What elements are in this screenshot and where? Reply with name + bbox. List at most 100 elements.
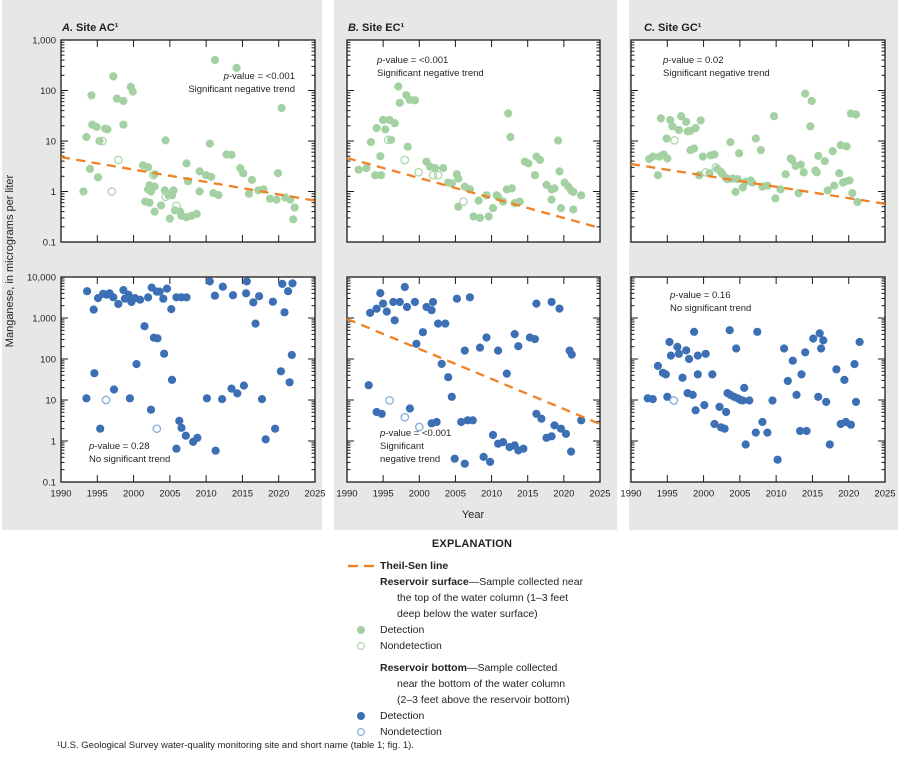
svg-text:2020: 2020 [268,489,289,500]
svg-text:1: 1 [51,436,56,447]
svg-text:2015: 2015 [517,489,538,500]
svg-text:2005: 2005 [159,489,180,500]
plot-frame [630,39,886,243]
panel-title: B. Site EC¹ [348,22,405,34]
legend-bottom-nondetection-row: Nondetection [347,724,647,740]
theil-sen-trend-line [60,155,316,202]
plot-frame [630,276,886,483]
legend-surface-nondetection-row: Nondetection [347,638,647,654]
nondetection-points [101,395,162,434]
svg-text:1995: 1995 [87,489,108,500]
nondetection-points [670,136,721,177]
p-value-annotation-line: p-value = <0.001 [376,55,448,66]
theil-sen-trend-line [346,156,601,230]
y-axis-label: Manganese, in micrograms per liter [4,174,16,347]
svg-text:2010: 2010 [766,489,787,500]
plot-frame [60,39,316,243]
legend-title: EXPLANATION [431,538,513,550]
p-value-annotation-line: p-value = 0.28 [88,441,150,452]
p-value-annotation-line: p-value = <0.001 [379,428,451,439]
svg-text:0.1: 0.1 [43,237,56,248]
svg-text:2005: 2005 [729,489,750,500]
legend-surface-header: Reservoir surface—Sample collected near … [380,576,584,620]
detection-points [354,82,586,222]
legend-bottom-detection-row: Detection [347,708,647,724]
p-value-annotation-line: Significant negative trend [663,68,770,79]
chart-panel-site-ec-surface: p-value = <0.001 Significant negative tre… [346,22,601,243]
svg-text:2025: 2025 [304,489,325,500]
chart-panel-site-ec-bottom: 1990 1995 2000 2005 2010 2015 2020 2025 p-value … [336,276,611,500]
nondetection-points [98,136,181,211]
plot-frame [60,276,316,483]
surface-nondetection-label: Nondetection [380,640,442,652]
svg-text:1990: 1990 [336,489,357,500]
x-axis-label: Year [462,509,485,521]
axis-ticks [60,276,316,483]
chart-panel-site-ac-surface: 1,000 100 10 1 0.1 p-value = <0.001 Significan… [32,22,316,248]
bottom-header-bold: Reservoir bottom [380,662,467,674]
detection-points [79,56,299,224]
svg-text:2000: 2000 [123,489,144,500]
svg-text:1990: 1990 [620,489,641,500]
svg-text:1995: 1995 [373,489,394,500]
footnote: ¹U.S. Geological Survey water-quality mo… [57,740,414,751]
bottom-nondetection-icon [347,727,375,737]
p-value-annotation-line: Significant negative trend [188,84,295,95]
p-value-annotation-line: No significant trend [670,303,751,314]
nondetection-points [385,396,424,432]
bottom-detection-label: Detection [380,710,425,722]
theil-sen-label: Theil-Sen line [380,560,449,572]
svg-text:2025: 2025 [874,489,895,500]
p-value-annotation-line: Significant negative trend [377,68,484,79]
svg-text:2020: 2020 [553,489,574,500]
svg-text:2005: 2005 [445,489,466,500]
panel-title: A. Site AC¹ [61,22,119,34]
svg-text:2025: 2025 [589,489,610,500]
svg-text:2015: 2015 [232,489,253,500]
p-value-annotation-line: p-value = 0.02 [662,55,724,66]
p-value-annotation-line: p-value = <0.001 [223,71,295,82]
svg-text:2015: 2015 [802,489,823,500]
surface-detection-label: Detection [380,624,425,636]
svg-text:2020: 2020 [838,489,859,500]
bottom-detection-icon [347,711,375,721]
charts-svg: 1,000 100 10 1 0.1 p-value = <0.001 Significan… [2,0,898,530]
nondetection-points [669,396,679,405]
svg-text:2010: 2010 [481,489,502,500]
legend-theil-sen-row: Theil-Sen line [347,558,647,574]
chart-panel-site-gc-bottom: 1990 1995 2000 2005 2010 2015 2020 2025 p-value … [620,276,896,500]
svg-text:10: 10 [45,395,56,406]
nondetection-points [383,135,468,206]
explanation-legend: EXPLANATION Theil-Sen line Reservoir sur… [347,536,647,740]
legend-surface-detection-row: Detection [347,622,647,638]
theil-sen-line-icon [347,563,375,569]
surface-nondetection-icon [347,641,375,651]
chart-panel-site-gc-surface: p-value = 0.02 Significant negative trend… [630,22,886,243]
theil-sen-trend-line [630,162,886,205]
p-value-annotation-line: No significant trend [89,454,170,465]
legend-bottom-header: Reservoir bottom—Sample collected near t… [380,662,570,706]
svg-text:1: 1 [51,187,56,198]
panel-title: C. Site GC¹ [644,22,702,34]
bottom-nondetection-label: Nondetection [380,726,442,738]
svg-text:10: 10 [45,136,56,147]
svg-text:2000: 2000 [409,489,430,500]
surface-header-bold: Reservoir surface [380,576,469,588]
svg-text:0.1: 0.1 [43,477,56,488]
svg-text:100: 100 [40,86,56,97]
svg-text:1990: 1990 [50,489,71,500]
svg-text:2000: 2000 [693,489,714,500]
svg-text:2010: 2010 [196,489,217,500]
svg-text:100: 100 [40,354,56,365]
svg-text:10,000: 10,000 [27,272,56,283]
plot-frame [346,276,601,483]
detection-points [643,326,864,464]
svg-text:1,000: 1,000 [32,35,56,46]
svg-text:1,000: 1,000 [32,313,56,324]
svg-text:1995: 1995 [657,489,678,500]
p-value-annotation-line: p-value = 0.16 [669,290,731,301]
surface-detection-icon [347,625,375,635]
p-value-annotation-line: negative trend [380,454,440,465]
